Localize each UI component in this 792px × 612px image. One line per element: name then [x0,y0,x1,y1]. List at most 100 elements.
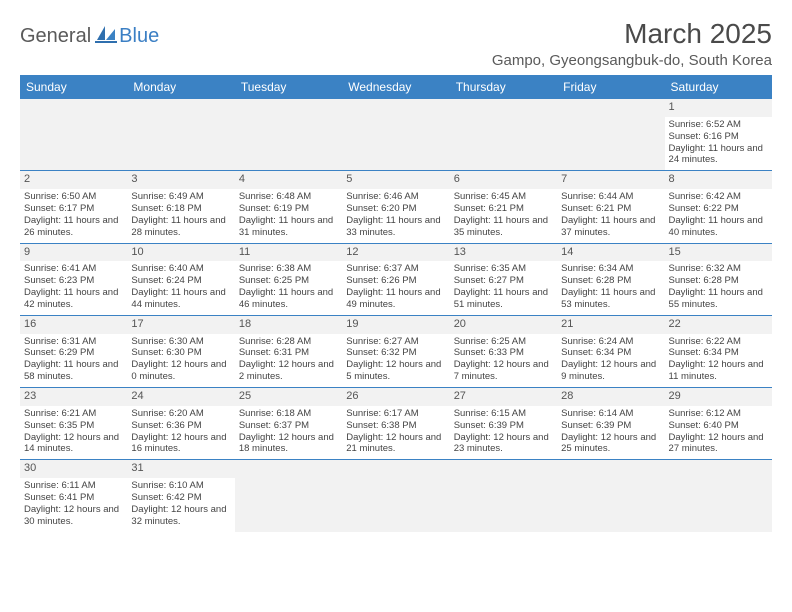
day-number: 14 [557,244,664,262]
daylight-line: Daylight: 11 hours and 58 minutes. [24,359,123,383]
sunset-line: Sunset: 6:26 PM [346,275,445,287]
sunset-line: Sunset: 6:28 PM [669,275,768,287]
day-number: 29 [665,388,772,406]
daylight-line: Daylight: 11 hours and 31 minutes. [239,215,338,239]
week-row: 23Sunrise: 6:21 AMSunset: 6:35 PMDayligh… [20,388,772,460]
sunset-line: Sunset: 6:21 PM [561,203,660,215]
sunrise-line: Sunrise: 6:17 AM [346,408,445,420]
header: General Blue March 2025 Gampo, Gyeongsan… [20,18,772,69]
daylight-line: Daylight: 12 hours and 5 minutes. [346,359,445,383]
sunrise-line: Sunrise: 6:12 AM [669,408,768,420]
day-cell: 6Sunrise: 6:45 AMSunset: 6:21 PMDaylight… [450,171,557,242]
day-header-cell: Monday [127,75,234,99]
day-number: 19 [342,316,449,334]
daylight-line: Daylight: 11 hours and 53 minutes. [561,287,660,311]
sunrise-line: Sunrise: 6:35 AM [454,263,553,275]
day-number: 31 [127,460,234,478]
sunset-line: Sunset: 6:30 PM [131,347,230,359]
sunset-line: Sunset: 6:16 PM [669,131,768,143]
sunrise-line: Sunrise: 6:22 AM [669,336,768,348]
day-number: 20 [450,316,557,334]
sunrise-line: Sunrise: 6:31 AM [24,336,123,348]
empty-cell [342,460,449,531]
sunrise-line: Sunrise: 6:37 AM [346,263,445,275]
sunrise-line: Sunrise: 6:45 AM [454,191,553,203]
day-header-cell: Wednesday [342,75,449,99]
daylight-line: Daylight: 11 hours and 24 minutes. [669,143,768,167]
sunset-line: Sunset: 6:17 PM [24,203,123,215]
sunrise-line: Sunrise: 6:21 AM [24,408,123,420]
day-cell: 25Sunrise: 6:18 AMSunset: 6:37 PMDayligh… [235,388,342,459]
day-header-cell: Saturday [665,75,772,99]
logo-text-general: General [20,25,91,48]
sunrise-line: Sunrise: 6:40 AM [131,263,230,275]
sunset-line: Sunset: 6:32 PM [346,347,445,359]
empty-cell [20,99,127,170]
sunrise-line: Sunrise: 6:44 AM [561,191,660,203]
daylight-line: Daylight: 12 hours and 7 minutes. [454,359,553,383]
sunrise-line: Sunrise: 6:34 AM [561,263,660,275]
daylight-line: Daylight: 12 hours and 18 minutes. [239,432,338,456]
empty-cell [342,99,449,170]
sunset-line: Sunset: 6:36 PM [131,420,230,432]
daylight-line: Daylight: 11 hours and 42 minutes. [24,287,123,311]
daylight-line: Daylight: 12 hours and 16 minutes. [131,432,230,456]
week-row: 1 Sunrise: 6:52 AMSunset: 6:16 PMDaylight… [20,99,772,171]
daylight-line: Daylight: 11 hours and 26 minutes. [24,215,123,239]
day-cell: 10Sunrise: 6:40 AMSunset: 6:24 PMDayligh… [127,244,234,315]
daylight-line: Daylight: 12 hours and 2 minutes. [239,359,338,383]
day-cell: 27 Sunrise: 6:15 AMSunset: 6:39 PMDayligh… [450,388,557,459]
sunrise-line: Sunrise: 6:18 AM [239,408,338,420]
empty-cell [450,460,557,531]
sunrise-line: Sunrise: 6:10 AM [131,480,230,492]
sunset-line: Sunset: 6:34 PM [561,347,660,359]
day-cell: 3Sunrise: 6:49 AMSunset: 6:18 PMDaylight… [127,171,234,242]
calendar-page: General Blue March 2025 Gampo, Gyeongsan… [0,0,792,542]
day-cell: 11Sunrise: 6:38 AMSunset: 6:25 PMDayligh… [235,244,342,315]
sunrise-line: Sunrise: 6:14 AM [561,408,660,420]
location-subtitle: Gampo, Gyeongsangbuk-do, South Korea [492,52,772,69]
sunset-line: Sunset: 6:21 PM [454,203,553,215]
daylight-line: Daylight: 12 hours and 23 minutes. [454,432,553,456]
empty-cell [557,460,664,531]
sunrise-line: Sunrise: 6:28 AM [239,336,338,348]
day-cell: 15Sunrise: 6:32 AMSunset: 6:28 PMDayligh… [665,244,772,315]
day-cell: 12Sunrise: 6:37 AMSunset: 6:26 PMDayligh… [342,244,449,315]
day-number: 22 [665,316,772,334]
sunrise-line: Sunrise: 6:25 AM [454,336,553,348]
day-cell: 8Sunrise: 6:42 AMSunset: 6:22 PMDaylight… [665,171,772,242]
week-row: 9Sunrise: 6:41 AMSunset: 6:23 PMDaylight… [20,244,772,316]
day-cell: 13Sunrise: 6:35 AMSunset: 6:27 PMDayligh… [450,244,557,315]
sunset-line: Sunset: 6:35 PM [24,420,123,432]
daylight-line: Daylight: 11 hours and 40 minutes. [669,215,768,239]
sunset-line: Sunset: 6:42 PM [131,492,230,504]
day-header-cell: Thursday [450,75,557,99]
sunrise-line: Sunrise: 6:15 AM [454,408,553,420]
sunrise-line: Sunrise: 6:42 AM [669,191,768,203]
empty-cell [235,99,342,170]
day-cell: 30Sunrise: 6:11 AMSunset: 6:41 PMDayligh… [20,460,127,531]
day-number: 27 [450,388,557,406]
day-number: 4 [235,171,342,189]
day-cell: 9Sunrise: 6:41 AMSunset: 6:23 PMDaylight… [20,244,127,315]
day-number: 13 [450,244,557,262]
sunrise-line: Sunrise: 6:52 AM [669,119,768,131]
day-number: 15 [665,244,772,262]
sunset-line: Sunset: 6:31 PM [239,347,338,359]
day-number: 25 [235,388,342,406]
sunset-line: Sunset: 6:39 PM [454,420,553,432]
day-cell: 4Sunrise: 6:48 AMSunset: 6:19 PMDaylight… [235,171,342,242]
sunrise-line: Sunrise: 6:11 AM [24,480,123,492]
empty-cell [127,99,234,170]
day-cell: 19Sunrise: 6:27 AMSunset: 6:32 PMDayligh… [342,316,449,387]
daylight-line: Daylight: 11 hours and 51 minutes. [454,287,553,311]
sunset-line: Sunset: 6:28 PM [561,275,660,287]
empty-cell [235,460,342,531]
logo-text-blue: Blue [119,25,159,48]
day-number: 11 [235,244,342,262]
sunset-line: Sunset: 6:20 PM [346,203,445,215]
day-number: 18 [235,316,342,334]
day-number: 1 [665,99,772,117]
sunset-line: Sunset: 6:22 PM [669,203,768,215]
sunset-line: Sunset: 6:23 PM [24,275,123,287]
